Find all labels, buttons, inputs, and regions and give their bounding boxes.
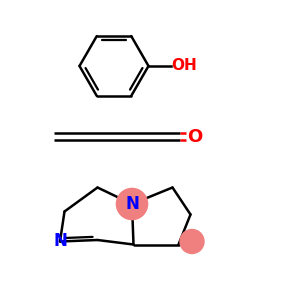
Circle shape xyxy=(116,188,148,220)
Text: OH: OH xyxy=(172,58,197,74)
Circle shape xyxy=(180,230,204,254)
Text: N: N xyxy=(125,195,139,213)
Text: O: O xyxy=(188,128,202,146)
Text: N: N xyxy=(53,232,67,250)
